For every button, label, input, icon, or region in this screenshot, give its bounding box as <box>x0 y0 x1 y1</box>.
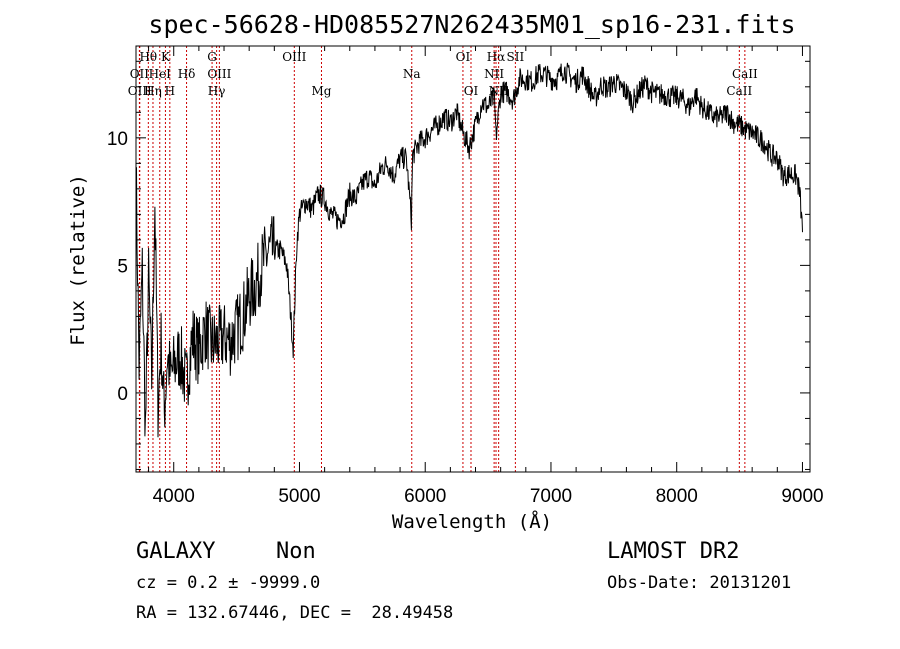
survey-name: LAMOST DR2 <box>607 539 740 564</box>
line-label-15: OI <box>464 84 479 98</box>
spectrum-line <box>135 62 803 438</box>
line-label-5: Hη <box>144 84 162 98</box>
redshift-cz: cz = 0.2 ± -9999.0 <box>136 573 321 593</box>
spectrum-series <box>135 62 803 438</box>
line-label-13: Na <box>403 67 421 81</box>
y-tick-label: 0 <box>117 384 128 405</box>
object-class: GALAXY <box>136 539 216 564</box>
line-label-14: OI <box>456 50 471 64</box>
x-tick-label: 6000 <box>404 486 446 507</box>
plot-frame <box>135 45 811 473</box>
x-tick-label: 5000 <box>278 486 320 507</box>
x-tick-label: 8000 <box>656 486 698 507</box>
line-label-7: Hδ <box>178 67 196 81</box>
y-axis-label: Flux (relative) <box>67 174 89 346</box>
chart-title: spec-56628-HD085527N262435M01_sp16-231.f… <box>148 10 795 39</box>
line-label-12: Mg <box>311 84 331 98</box>
line-label-2: OIII <box>128 84 152 98</box>
line-label-11: OIII <box>282 50 306 64</box>
line-label-4: HeI <box>149 67 172 81</box>
spectral-line-markers: HθOIIOIIIKHeIHηHHδGOIIIHγOIIIMgNaOIOIHαN… <box>128 46 758 472</box>
line-label-16: Hα <box>487 50 506 64</box>
line-label-3: K <box>161 50 171 64</box>
line-label-19: SII <box>507 50 525 64</box>
line-label-20: CaII <box>732 67 758 81</box>
line-label-0: Hθ <box>139 50 157 64</box>
object-subclass: Non <box>276 539 316 564</box>
y-axis: 0 5 10 <box>107 60 810 470</box>
line-label-6: H <box>165 84 175 98</box>
line-label-8: G <box>207 50 217 64</box>
line-label-21: CaII <box>726 84 752 98</box>
line-label-9: OIII <box>207 67 231 81</box>
x-axis: 4000 5000 6000 7000 8000 9000 <box>148 46 824 507</box>
y-tick-label: 10 <box>107 129 128 150</box>
line-label-17: NII <box>484 67 504 81</box>
observation-date: Obs-Date: 20131201 <box>607 573 792 593</box>
x-tick-label: 9000 <box>781 486 823 507</box>
x-tick-label: 4000 <box>153 486 195 507</box>
x-tick-label: 7000 <box>530 486 572 507</box>
ra-dec-coordinates: RA = 132.67446, DEC = 28.49458 <box>136 603 454 623</box>
y-tick-label: 5 <box>117 256 128 277</box>
line-label-10: Hγ <box>208 84 226 98</box>
x-axis-label: Wavelength (Å) <box>392 510 552 533</box>
